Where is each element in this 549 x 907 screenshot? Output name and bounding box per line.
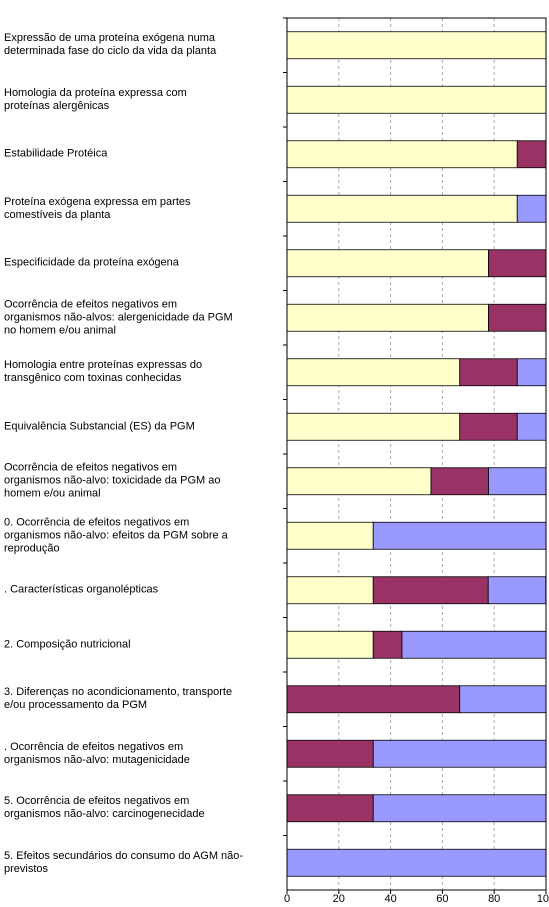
bar-segment [488,467,547,496]
bar-segment [286,140,518,169]
bar-segment [286,576,374,605]
bar-segment [286,848,547,877]
bar-segment [286,521,374,550]
bar-segment [286,794,374,823]
bar-segment [286,303,489,332]
bar-segment [286,739,374,768]
category-label: 5. Efeitos secundários do consumo do AGM… [4,849,244,875]
x-tick-label: 40 [384,893,396,905]
bar-segment [516,194,547,223]
bar-segment [516,358,547,387]
category-label: . Características organolépticas [4,583,159,596]
plot-border [286,17,547,891]
bar-segment [516,412,547,441]
category-label: Equivalência Substancial (ES) da PGM [4,420,195,433]
bar-segment [401,630,547,659]
bar-segment [488,249,547,278]
bar-segment [286,467,432,496]
bar-segment [487,576,547,605]
category-label: Homologia entre proteínas expressas do t… [4,359,203,385]
bar-segment [459,358,518,387]
bar-segment [372,739,547,768]
bar-segment [286,358,461,387]
bar-segment [430,467,489,496]
category-label: Estabilidade Protéica [4,147,108,160]
bar-segment [286,194,518,223]
bar-segment [372,576,489,605]
bar-segment [286,31,547,60]
category-label: 2. Composição nutricional [4,638,131,651]
category-label: Expressão de uma proteína exógena numa d… [4,32,217,58]
x-tick-label: 100 [537,893,549,905]
bar-segment [372,630,403,659]
category-label: 5. Ocorrência de efeitos negativos em or… [4,795,205,821]
x-tick-label: 20 [333,893,345,905]
x-tick-label: 0 [284,893,290,905]
category-label: Ocorrência de efeitos negativos em organ… [4,298,233,337]
bar-segment [459,412,518,441]
category-label: Ocorrência de efeitos negativos em organ… [4,461,221,500]
bar-segment [516,140,547,169]
category-label: Proteína exógena expressa em partes come… [4,195,191,221]
x-tick-label: 60 [436,893,448,905]
bar-segment [286,630,374,659]
category-label: 0. Ocorrência de efeitos negativos em or… [4,516,228,555]
bar-segment [286,85,547,114]
bar-segment [488,303,547,332]
bar-segment [372,521,547,550]
bar-segment [459,685,547,714]
x-tick-label: 80 [488,893,500,905]
category-label: . Ocorrência de efeitos negativos em org… [4,740,190,766]
bar-segment [286,685,461,714]
category-label: Homologia da proteína expressa com prote… [4,86,187,112]
category-label: 3. Diferenças no acondicionamento, trans… [4,686,233,712]
bar-segment [286,249,489,278]
bar-segment [286,412,461,441]
category-label: Especificidade da proteína exógena [4,256,179,269]
bar-segment [372,794,547,823]
